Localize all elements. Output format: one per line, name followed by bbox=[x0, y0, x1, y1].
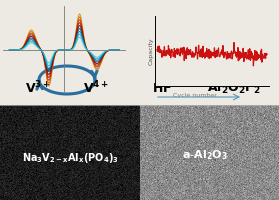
Y-axis label: Capacity: Capacity bbox=[148, 37, 153, 65]
Text: Cycle number: Cycle number bbox=[173, 93, 217, 98]
Text: $\mathbf{Na_3V_{2-x}Al_x(PO_4)_3}$: $\mathbf{Na_3V_{2-x}Al_x(PO_4)_3}$ bbox=[21, 151, 118, 165]
Bar bbox=[0, 0, 279, 105]
Bar bbox=[140, 105, 279, 200]
Text: $\mathbf{Al_2O_2F_2}$: $\mathbf{Al_2O_2F_2}$ bbox=[207, 80, 261, 96]
Text: $\mathbf{V^{4+}}$: $\mathbf{V^{4+}}$ bbox=[83, 80, 109, 96]
Text: $\mathbf{HF}$: $\mathbf{HF}$ bbox=[152, 82, 172, 95]
Text: $\mathbf{V^{3+}}$: $\mathbf{V^{3+}}$ bbox=[25, 80, 51, 96]
Text: $\mathbf{a\text{-}Al_2O_3}$: $\mathbf{a\text{-}Al_2O_3}$ bbox=[182, 148, 228, 162]
Bar bbox=[0, 105, 140, 200]
